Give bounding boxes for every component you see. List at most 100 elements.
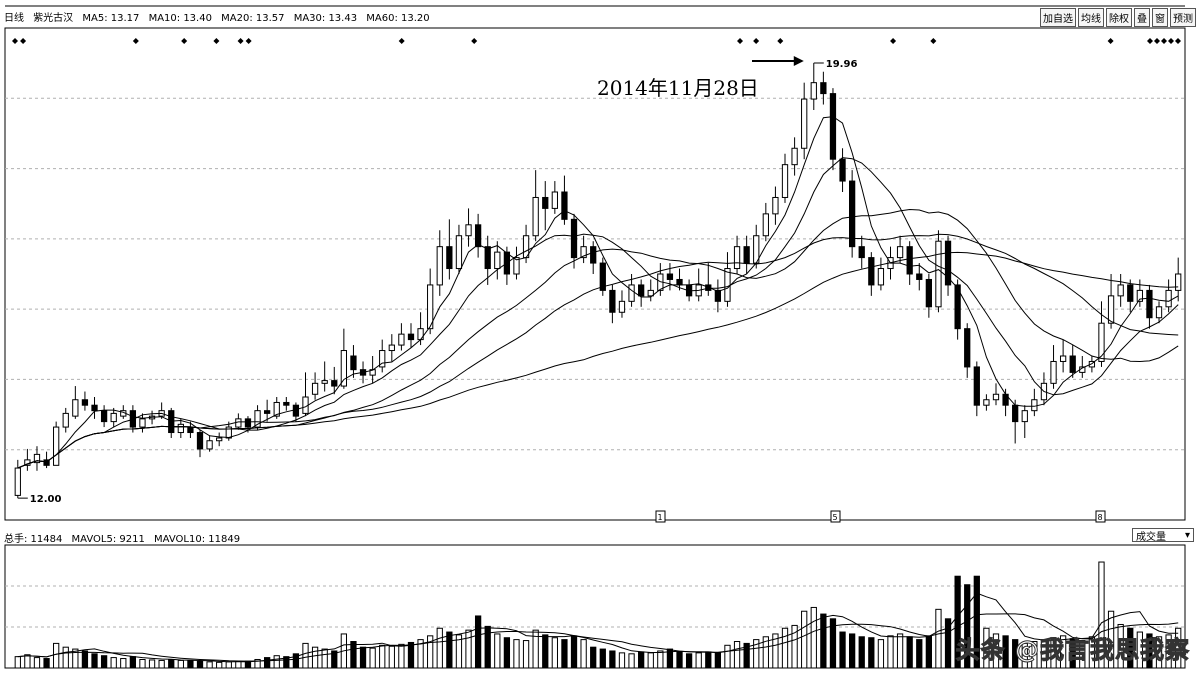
candle-up — [810, 82, 817, 100]
candle-up — [896, 246, 904, 259]
signal-diamond-icon — [1107, 38, 1114, 44]
signal-diamond-icon — [930, 38, 937, 44]
candle-up — [177, 423, 184, 434]
indicator-select[interactable]: 成交量 ▾ — [1132, 528, 1194, 543]
volume-bar-down — [973, 575, 980, 669]
volume-bar-up — [791, 624, 798, 669]
signal-diamond-icon — [777, 38, 784, 44]
candle-up — [762, 213, 769, 237]
volume-bar-down — [829, 618, 837, 669]
high-price-label: 19.96 — [826, 59, 858, 70]
volume-bar-up — [810, 606, 817, 669]
volume-bar-down — [407, 641, 415, 669]
volume-bar-up — [1079, 640, 1086, 669]
candle-up — [33, 453, 41, 464]
volume-bar-down — [503, 637, 511, 669]
volume-bar-up — [177, 659, 184, 669]
ma20-line — [17, 208, 1179, 469]
total-volume: 总手: 11484 — [4, 534, 63, 545]
candle-down — [542, 196, 549, 209]
volume-bar-down — [129, 656, 137, 669]
candle-down — [331, 380, 338, 387]
volume-bar-down — [1127, 627, 1134, 669]
exright-button[interactable]: 除权 — [1106, 8, 1132, 27]
candle-down — [925, 278, 932, 308]
volume-bar-up — [379, 644, 386, 669]
window-button[interactable]: 窗 — [1152, 8, 1168, 27]
volume-bar-down — [925, 635, 932, 669]
candle-down — [599, 262, 606, 291]
candle-down — [820, 82, 827, 95]
volume-header: 总手: 11484 MAVOL5: 9211 MAVOL10: 11849 — [4, 530, 246, 545]
candle-up — [628, 284, 635, 302]
volume-bar-down — [590, 646, 597, 669]
ma60-line — [17, 251, 1179, 469]
candle-up — [1175, 273, 1182, 291]
candle-up — [647, 289, 654, 297]
signal-diamond-icon — [132, 38, 139, 44]
volume-bar-up — [1155, 636, 1163, 669]
volume-bar-down — [954, 575, 961, 669]
volume-bar-up — [992, 633, 1000, 669]
volume-bar-up — [206, 661, 213, 669]
candle-up — [580, 246, 587, 259]
volume-bar-up — [896, 633, 904, 669]
volume-bar-up — [148, 659, 156, 669]
forecast-button[interactable]: 预测 — [1170, 8, 1196, 27]
candle-up — [465, 224, 472, 237]
candle-down — [973, 366, 980, 406]
add-watchlist-button[interactable]: 加自选 — [1040, 8, 1076, 27]
signal-diamond-icon — [237, 38, 244, 44]
volume-bar-down — [858, 636, 865, 669]
overlay-button[interactable]: 叠 — [1134, 8, 1150, 27]
volume-bar-up — [1059, 635, 1067, 669]
indicator-select-label: 成交量 — [1136, 531, 1166, 543]
volume-bar-down — [685, 653, 693, 669]
mavol10-line — [17, 613, 1179, 662]
mavol10-value: MAVOL10: 11849 — [154, 534, 241, 545]
signal-diamond-icon — [12, 38, 18, 44]
mavol5-value: MAVOL5: 9211 — [71, 534, 145, 545]
volume-bar-up — [254, 658, 261, 669]
candle-up — [225, 426, 232, 439]
candle-up — [254, 410, 261, 428]
volume-bar-up — [273, 655, 280, 669]
candle-up — [235, 418, 242, 428]
day-marker — [830, 510, 841, 523]
day-marker — [655, 510, 666, 523]
candle-up — [801, 98, 808, 149]
candle-down — [638, 284, 645, 297]
candle-down — [43, 459, 50, 466]
candle-up — [72, 399, 79, 417]
volume-bar-down — [43, 658, 50, 669]
signal-diamond-icon — [181, 38, 188, 44]
candle-down — [590, 246, 597, 264]
candle-up — [427, 284, 434, 330]
volume-bar-down — [187, 660, 194, 669]
candle-up — [494, 251, 501, 270]
volume-bar-up — [887, 635, 894, 669]
ma-button[interactable]: 均线 — [1078, 8, 1104, 27]
volume-bar-down — [1002, 635, 1009, 669]
volume-bar-up — [772, 633, 779, 669]
volume-bar-up — [120, 658, 127, 669]
volume-bar-down — [264, 657, 271, 669]
signal-diamond-icon — [1147, 38, 1153, 44]
candle-up — [1059, 355, 1067, 362]
candle-down — [196, 432, 204, 450]
candle-down — [91, 404, 98, 412]
volume-bar-down — [350, 641, 357, 669]
volume-bar-up — [618, 652, 626, 669]
volume-bar-up — [1031, 641, 1038, 669]
candle-down — [1127, 284, 1134, 302]
volume-bar-up — [983, 627, 990, 669]
candle-up — [436, 246, 443, 286]
volume-bar-up — [14, 656, 21, 669]
candle-down — [350, 355, 357, 371]
volume-bar-up — [139, 658, 146, 669]
candle-down — [944, 240, 952, 286]
toolbar: 加自选 均线 除权 叠 窗 预测 — [1040, 8, 1196, 27]
candle-up — [992, 393, 1000, 401]
ma5-line — [17, 116, 1179, 469]
